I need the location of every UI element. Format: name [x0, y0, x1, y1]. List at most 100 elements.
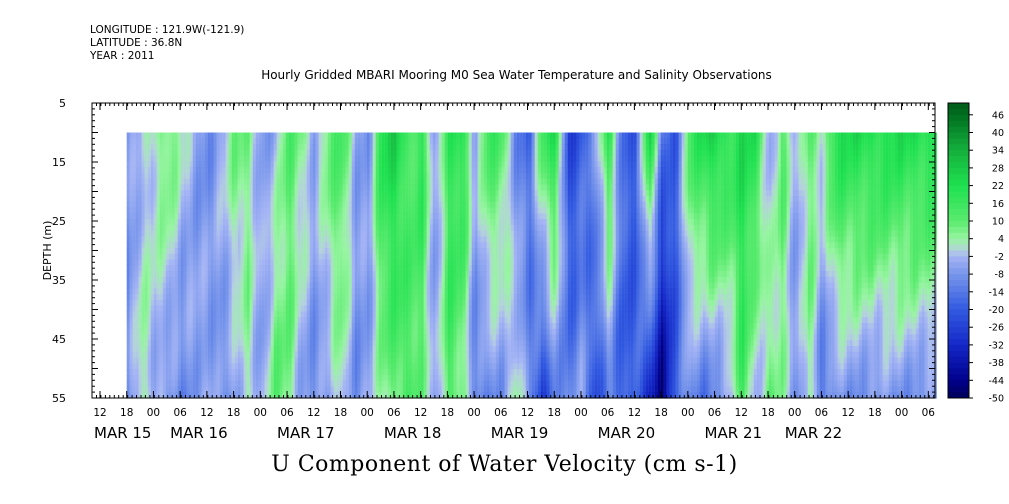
- heatmap-cell: [144, 299, 148, 307]
- heatmap-cell: [447, 236, 451, 243]
- heatmap-cell: [345, 311, 349, 318]
- heatmap-cell: [201, 242, 205, 249]
- heatmap-cell: [267, 317, 271, 324]
- heatmap-cell: [252, 242, 256, 249]
- heatmap-cell: [411, 374, 415, 382]
- heatmap-cell: [345, 213, 349, 220]
- heatmap-cell: [309, 357, 313, 364]
- heatmap-cell: [378, 144, 382, 151]
- heatmap-cell: [423, 357, 427, 364]
- heatmap-cell: [327, 253, 331, 261]
- heatmap-cell: [435, 271, 439, 278]
- heatmap-cell: [198, 161, 202, 168]
- heatmap-cell: [378, 392, 382, 399]
- heatmap-cell: [300, 253, 304, 261]
- heatmap-cell: [129, 219, 133, 226]
- heatmap-cell: [297, 346, 301, 353]
- heatmap-cell: [372, 155, 376, 162]
- heatmap-cell: [432, 201, 436, 209]
- heatmap-cell: [141, 288, 145, 295]
- heatmap-cell: [132, 184, 136, 191]
- heatmap-cell: [282, 328, 286, 336]
- heatmap-cell: [429, 369, 433, 376]
- heatmap-cell: [411, 276, 415, 284]
- heatmap-cell: [261, 346, 265, 353]
- heatmap-cell: [171, 144, 175, 151]
- heatmap-cell: [408, 178, 412, 186]
- heatmap-cell: [333, 190, 337, 197]
- heatmap-cell: [213, 230, 217, 237]
- heatmap-cell: [156, 346, 160, 353]
- heatmap-cell: [321, 271, 325, 278]
- heatmap-cell: [231, 224, 235, 232]
- heatmap-cell: [321, 259, 325, 266]
- heatmap-cell: [327, 276, 331, 284]
- heatmap-cell: [186, 224, 190, 232]
- heatmap-cell: [354, 247, 358, 255]
- heatmap-cell: [180, 219, 184, 226]
- heatmap-cell: [240, 132, 244, 139]
- heatmap-cell: [240, 380, 244, 388]
- heatmap-cell: [261, 380, 265, 388]
- heatmap-cell: [432, 196, 436, 203]
- heatmap-cell: [351, 224, 355, 232]
- heatmap-cell: [309, 311, 313, 318]
- heatmap-cell: [177, 265, 181, 272]
- heatmap-cell: [246, 380, 250, 388]
- heatmap-cell: [165, 196, 169, 203]
- heatmap-cell: [213, 172, 217, 180]
- heatmap-cell: [144, 132, 148, 139]
- heatmap-cell: [180, 380, 184, 388]
- heatmap-cell: [273, 149, 277, 157]
- heatmap-cell: [270, 207, 274, 214]
- heatmap-cell: [162, 340, 166, 347]
- heatmap-cell: [291, 363, 295, 370]
- heatmap-cell: [144, 294, 148, 301]
- heatmap-cell: [210, 276, 214, 284]
- heatmap-cell: [357, 172, 361, 180]
- heatmap-cell: [243, 242, 247, 249]
- heatmap-cell: [198, 213, 202, 220]
- heatmap-cell: [339, 265, 343, 272]
- heatmap-cell: [192, 323, 196, 330]
- heatmap-cell: [180, 340, 184, 347]
- heatmap-cell: [129, 184, 133, 191]
- heatmap-cell: [288, 242, 292, 249]
- heatmap-cell: [213, 323, 217, 330]
- heatmap-cell: [198, 253, 202, 261]
- heatmap-cell: [156, 155, 160, 162]
- heatmap-cell: [312, 219, 316, 226]
- heatmap-cell: [276, 369, 280, 376]
- heatmap-cell: [426, 172, 430, 180]
- heatmap-cell: [417, 178, 421, 186]
- heatmap-cell: [303, 172, 307, 180]
- heatmap-cell: [219, 328, 223, 336]
- heatmap-cell: [228, 386, 232, 393]
- heatmap-cell: [417, 380, 421, 388]
- heatmap-cell: [231, 190, 235, 197]
- heatmap-cell: [360, 236, 364, 243]
- heatmap-cell: [423, 155, 427, 162]
- heatmap-cell: [312, 374, 316, 382]
- heatmap-cell: [303, 351, 307, 359]
- heatmap-cell: [183, 374, 187, 382]
- heatmap-cell: [192, 357, 196, 364]
- heatmap-cell: [258, 184, 262, 191]
- heatmap-cell: [213, 282, 217, 289]
- heatmap-cell: [252, 236, 256, 243]
- heatmap-cell: [219, 363, 223, 370]
- heatmap-cell: [273, 161, 277, 168]
- heatmap-cell: [237, 253, 241, 261]
- heatmap-cell: [339, 149, 343, 157]
- heatmap-cell: [309, 288, 313, 295]
- heatmap-cell: [321, 351, 325, 359]
- heatmap-cell: [441, 190, 445, 197]
- heatmap-cell: [396, 305, 400, 313]
- heatmap-cell: [129, 253, 133, 261]
- heatmap-cell: [369, 380, 373, 388]
- heatmap-cell: [306, 219, 310, 226]
- heatmap-cell: [381, 161, 385, 168]
- heatmap-cell: [432, 380, 436, 388]
- heatmap-cell: [234, 230, 238, 237]
- heatmap-cell: [414, 305, 418, 313]
